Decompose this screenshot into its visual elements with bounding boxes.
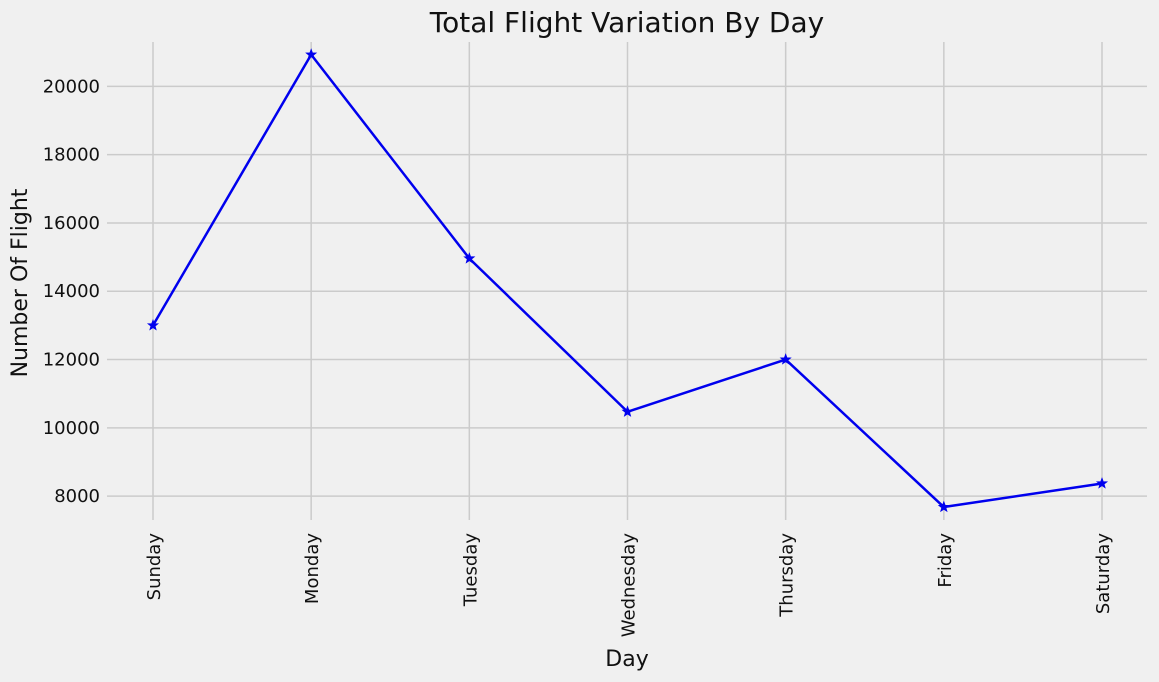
data-point-marker [305, 48, 318, 60]
data-point-marker [937, 500, 950, 513]
chart-title: Total Flight Variation By Day [429, 6, 824, 39]
x-axis-ticks: Sunday Monday Tuesday Wednesday Thursday Frid… [144, 533, 1114, 638]
x-axis-label: Day [605, 647, 648, 672]
data-point-marker [463, 252, 476, 264]
data-point-marker [621, 405, 634, 417]
grid [107, 42, 1147, 520]
data-point-marker [146, 319, 160, 331]
y-tick-label: 20000 [43, 76, 100, 97]
x-tick-label: Monday [302, 533, 323, 604]
data-point-marker [1095, 477, 1109, 489]
x-tick-label: Tuesday [460, 533, 481, 608]
x-tick-label: Thursday [777, 533, 798, 618]
x-tick-label: Sunday [144, 533, 165, 601]
x-tick-label: Friday [935, 533, 956, 588]
y-tick-label: 18000 [43, 145, 100, 166]
y-axis-label: Number Of Flight [8, 188, 33, 377]
y-tick-label: 16000 [43, 213, 100, 234]
data-point-marker [779, 353, 792, 365]
y-tick-label: 8000 [54, 486, 100, 507]
series-layer [146, 48, 1109, 513]
x-tick-label: Saturday [1093, 533, 1114, 614]
y-tick-label: 12000 [43, 350, 100, 371]
x-tick-label: Wednesday [619, 533, 640, 638]
y-tick-label: 10000 [43, 418, 100, 439]
y-axis-ticks: 8000 10000 12000 14000 16000 18000 20000 [43, 76, 100, 507]
y-tick-label: 14000 [43, 281, 100, 302]
